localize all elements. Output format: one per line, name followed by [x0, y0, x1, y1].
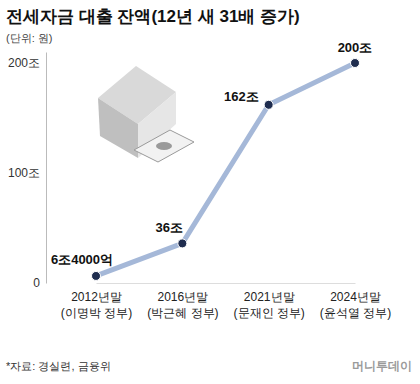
- credit: 머니투데이: [352, 359, 412, 373]
- data-labels: 6조4000억 36조 162조 200조: [51, 40, 372, 267]
- source: *자료: 경실련, 금융위: [6, 360, 111, 372]
- house-icon: [98, 66, 194, 162]
- data-label: 36조: [156, 220, 183, 235]
- data-point: [92, 271, 101, 280]
- x-tick-label: 2021년말 (문재인 정부): [234, 290, 305, 320]
- marks: [92, 59, 360, 281]
- data-point: [351, 59, 360, 68]
- x-tick-label: 2016년말 (박근혜 정부): [147, 290, 218, 320]
- x-tick-label-line: (이명박 정부): [61, 306, 132, 320]
- money: [134, 130, 194, 162]
- x-tick: 2016년말 (박근혜 정부): [147, 290, 218, 320]
- chart: 전세자금 대출 잔액(12년 새 31배 증가) (단위: 원) 0 100조 200조…: [0, 0, 420, 384]
- x-axis-line: [97, 283, 356, 284]
- x-tick-label-line: 2016년말: [157, 290, 208, 304]
- data-point: [178, 239, 187, 248]
- y-tick: 200조: [8, 56, 46, 70]
- y-axis: 0 100조 200조: [8, 53, 47, 291]
- y-tick-label: 200조: [8, 56, 40, 70]
- title: 전세자금 대출 잔액(12년 새 31배 증가): [6, 7, 300, 26]
- subtitle: (단위: 원): [6, 32, 52, 44]
- y-tick-label: 100조: [8, 166, 40, 180]
- x-tick-label-line: 2024년말: [330, 290, 381, 304]
- x-tick: 2012년말 (이명박 정부): [61, 290, 132, 320]
- x-axis: 2012년말 (이명박 정부) 2016년말 (박근혜 정부) 2021년말 (문재인 정…: [61, 284, 391, 321]
- data-line: [96, 63, 355, 276]
- data-label: 6조4000억: [51, 252, 113, 267]
- house-wall: [98, 98, 138, 158]
- y-tick-label: 0: [33, 276, 40, 290]
- x-tick-label-line: 2012년말: [71, 290, 122, 304]
- x-tick-label-line: (윤석열 정부): [320, 306, 391, 320]
- x-tick: 2021년말 (문재인 정부): [234, 290, 305, 320]
- x-tick-label: 2012년말 (이명박 정부): [61, 290, 132, 320]
- y-tick: 0: [33, 276, 46, 290]
- y-tick: 100조: [8, 166, 46, 180]
- x-tick-label-line: (문재인 정부): [234, 306, 305, 320]
- x-tick-label-line: 2021년말: [244, 290, 295, 304]
- data-point: [264, 100, 273, 109]
- x-tick-label-line: (박근혜 정부): [147, 306, 218, 320]
- x-tick: 2024년말 (윤석열 정부): [320, 290, 391, 320]
- data-label: 162조: [224, 89, 259, 104]
- money-mark: [156, 142, 172, 150]
- y-axis-line: [46, 53, 47, 284]
- x-tick-label: 2024년말 (윤석열 정부): [320, 290, 391, 320]
- data-label: 200조: [338, 40, 373, 55]
